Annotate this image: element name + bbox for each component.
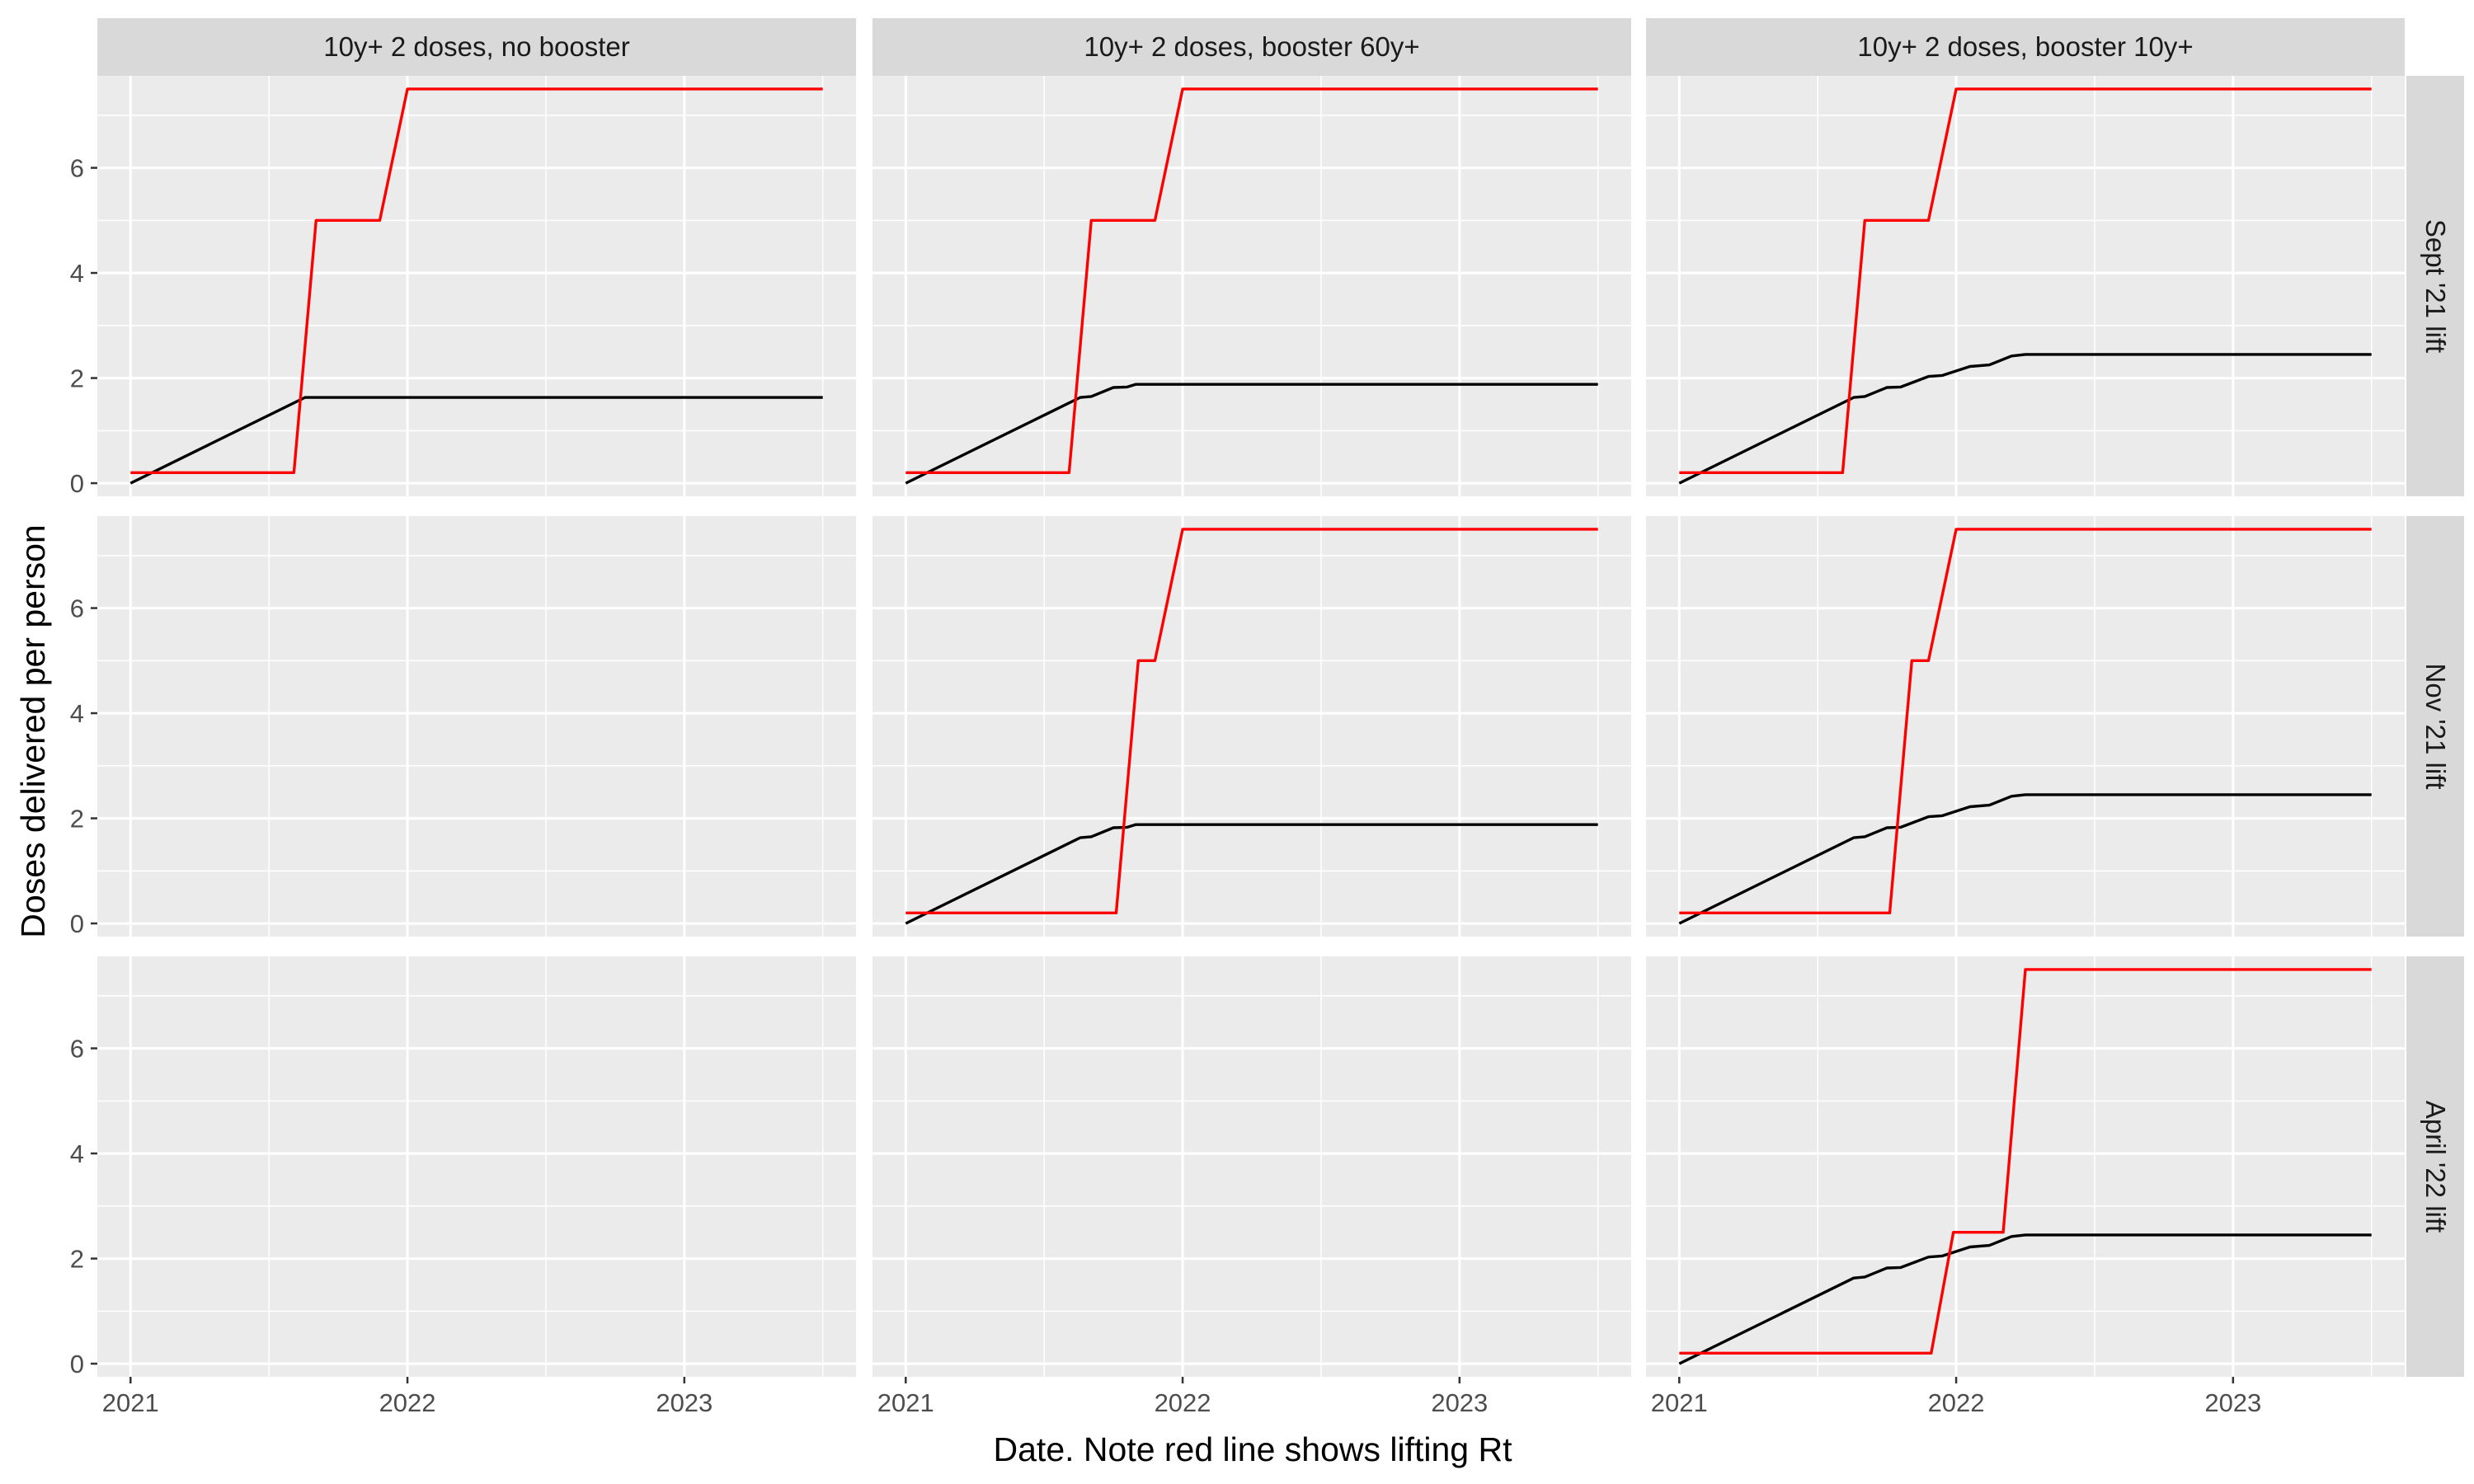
panel-r2-c3 (1646, 516, 2405, 937)
y-tick-label: 2 (70, 364, 84, 393)
doses-line (905, 383, 1598, 485)
x-tick-label: 2022 (1155, 1388, 1211, 1417)
panel-r3-c3 (1646, 956, 2405, 1377)
x-axis-title: Date. Note red line shows lifting Rt (994, 1430, 1513, 1468)
lifting-rt-line (905, 528, 1598, 915)
panel-r3-c1 (97, 956, 856, 1377)
y-tick-label: 6 (70, 594, 84, 623)
row-strip (2406, 516, 2464, 937)
y-tick-label: 0 (70, 1350, 84, 1378)
row-strip-label: Nov '21 lift (2420, 663, 2451, 789)
y-axis-title: Doses delivered per person (14, 524, 52, 937)
lifting-rt-line (130, 87, 823, 474)
panel-background (97, 516, 856, 937)
panel-grid (97, 76, 2405, 1377)
column-strip-label: 10y+ 2 doses, no booster (323, 31, 630, 62)
facet-strips: 10y+ 2 doses, no booster 10y+ 2 doses, bo… (97, 18, 2464, 1377)
x-tick-label: 2021 (1651, 1388, 1708, 1417)
y-tick-label: 4 (70, 699, 84, 728)
column-strip (1646, 18, 2405, 76)
lifting-rt-line (1679, 87, 2372, 474)
row-strip-label: Sept '21 lift (2420, 219, 2451, 353)
y-tick-label: 0 (70, 469, 84, 498)
panel-background (872, 956, 1631, 1377)
x-tick-label: 2023 (2204, 1388, 2261, 1417)
lifting-rt-line (905, 87, 1598, 474)
x-tick-label: 2021 (877, 1388, 934, 1417)
panel-background (97, 956, 856, 1377)
y-tick-label: 4 (70, 259, 84, 288)
x-tick-label: 2023 (656, 1388, 713, 1417)
panel-background (872, 516, 1631, 937)
doses-line (1678, 793, 2372, 925)
doses-line (905, 823, 1598, 925)
column-strip (97, 18, 856, 76)
column-strip-label: 10y+ 2 doses, booster 60y+ (1084, 31, 1419, 62)
y-tick-label: 2 (70, 805, 84, 834)
row-strip-label: April '22 lift (2420, 1101, 2451, 1233)
doses-line (1678, 353, 2372, 485)
panel-background (1646, 956, 2405, 1377)
panel-r2-c1 (97, 516, 856, 937)
x-tick-label: 2021 (102, 1388, 159, 1417)
panel-background (1646, 76, 2405, 496)
y-tick-label: 0 (70, 909, 84, 938)
x-tick-label: 2022 (379, 1388, 436, 1417)
panel-r1-c3 (1646, 76, 2405, 496)
panel-r3-c2 (872, 956, 1631, 1377)
y-tick-label: 4 (70, 1139, 84, 1168)
panel-background (872, 76, 1631, 496)
row-strip (2406, 956, 2464, 1377)
column-strip-label: 10y+ 2 doses, booster 10y+ (1857, 31, 2193, 62)
row-strip (2406, 76, 2464, 496)
doses-line (129, 396, 823, 485)
panel-background (1646, 516, 2405, 937)
doses-line (1678, 1233, 2372, 1365)
x-tick-label: 2022 (1928, 1388, 1985, 1417)
x-tick-label: 2023 (1431, 1388, 1488, 1417)
y-tick-label: 6 (70, 1035, 84, 1064)
lifting-rt-line (1679, 968, 2372, 1355)
y-tick-label: 6 (70, 154, 84, 183)
panel-r1-c2 (872, 76, 1631, 496)
lifting-rt-line (1679, 528, 2372, 915)
y-tick-label: 2 (70, 1245, 84, 1274)
column-strip (872, 18, 1631, 76)
panel-r2-c2 (872, 516, 1631, 937)
axes: 0 2 4 6 0 2 4 6 0 2 4 6 2021 2022 2023 2021 2022 2023 2021… (70, 154, 2262, 1417)
panel-background (97, 76, 856, 496)
panel-r1-c1 (97, 76, 856, 496)
